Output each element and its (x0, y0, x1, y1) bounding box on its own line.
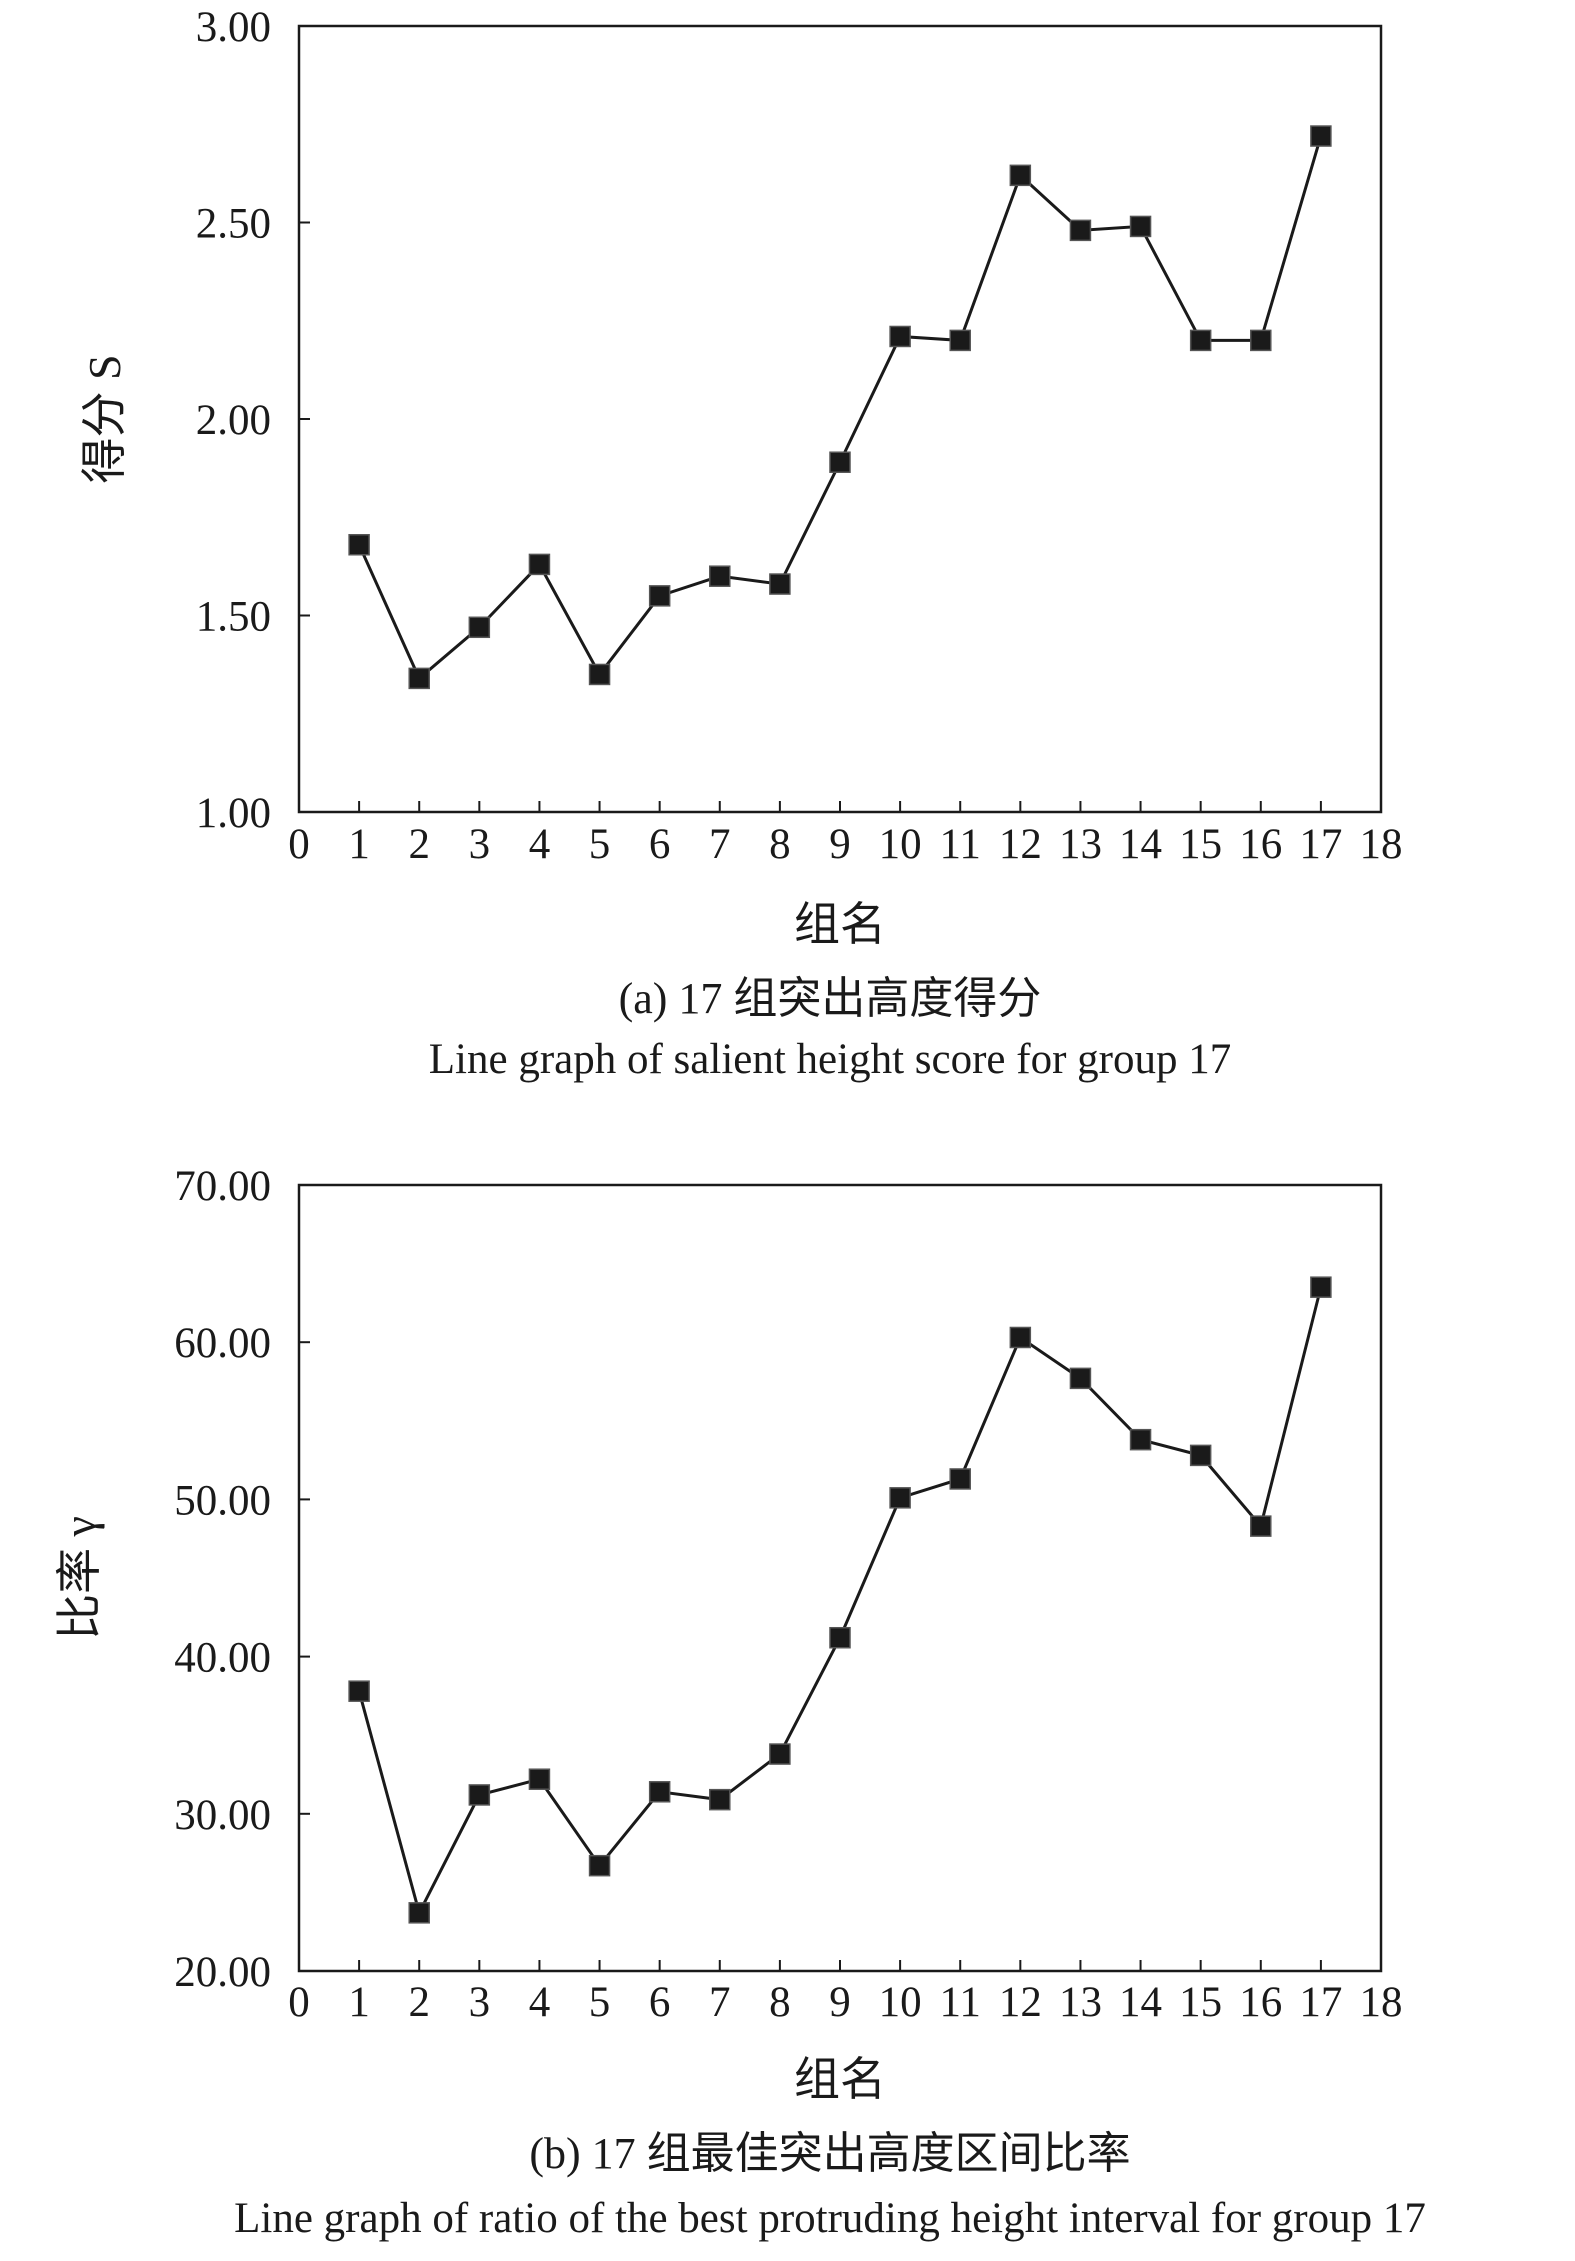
x-tick-label: 5 (589, 821, 611, 868)
y-tick-label: 20.00 (174, 1949, 271, 1996)
y-tick-label: 2.00 (196, 397, 271, 444)
x-tick-label: 2 (408, 821, 430, 868)
caption-en: Line graph of ratio of the best protrudi… (234, 2195, 1426, 2242)
data-point (648, 585, 671, 607)
y-tick-label: 2.50 (196, 201, 271, 248)
x-tick-label: 17 (1299, 1979, 1342, 2026)
data-point (949, 329, 971, 352)
x-tick-label: 0 (288, 1979, 310, 2026)
series-line (357, 1286, 1323, 1917)
data-point (348, 534, 370, 556)
x-tick-label: 4 (529, 821, 551, 868)
x-tick-label: 1 (348, 1979, 370, 2026)
data-point (1069, 1367, 1092, 1390)
x-tick-label: 6 (649, 821, 671, 868)
x-tick-label: 14 (1119, 821, 1162, 868)
x-tick-label: 6 (649, 1979, 671, 2026)
data-point (949, 1468, 971, 1490)
x-tick-label: 13 (1059, 1979, 1102, 2026)
caption-cn: (b) 17 组最佳突出高度区间比率 (529, 2129, 1130, 2178)
data-point (1009, 1326, 1032, 1349)
y-tick-label: 40.00 (174, 1635, 271, 1682)
series-line (357, 135, 1323, 681)
data-point (769, 1743, 791, 1765)
y-tick-label: 50.00 (174, 1477, 271, 1524)
data-point (468, 616, 491, 639)
x-tick-label: 7 (709, 1979, 731, 2026)
caption-en: Line graph of salient height score for g… (429, 1036, 1231, 1083)
chart-b: 0 1 2 3 4 5 6 7 8 9 10 11 12 13 14 15 16 17 1820.0030.0040… (54, 1163, 1426, 2242)
data-point (829, 1626, 851, 1649)
x-tick-label: 9 (829, 1979, 851, 2026)
data-point (829, 451, 851, 473)
x-tick-label: 8 (769, 1979, 791, 2026)
data-point (408, 667, 430, 690)
x-tick-label: 5 (589, 1979, 611, 2026)
x-tick-label: 0 (288, 821, 310, 868)
x-tick-label: 14 (1119, 1979, 1162, 2026)
y-tick-label: 30.00 (174, 1792, 271, 1839)
x-tick-label: 7 (709, 821, 731, 868)
y-axis-label: 比率 γ (54, 1516, 105, 1640)
plot-frame (297, 24, 1383, 814)
x-axis-label: 组名 (794, 899, 886, 950)
data-point (709, 565, 731, 587)
data-point (1129, 1428, 1152, 1451)
data-point (1189, 1444, 1212, 1467)
data-point (769, 573, 791, 595)
data-point (889, 325, 911, 348)
x-tick-label: 9 (829, 821, 851, 868)
x-tick-label: 11 (940, 1979, 981, 2026)
data-point (1069, 219, 1092, 242)
data-point (528, 553, 551, 576)
y-axis-label: 得分 S (79, 354, 130, 483)
data-point (348, 1680, 370, 1702)
x-tick-label: 2 (408, 1979, 430, 2026)
y-tick-label: 1.50 (196, 594, 271, 641)
x-tick-label: 8 (769, 821, 791, 868)
x-tick-label: 12 (999, 1979, 1042, 2026)
data-point (709, 1788, 731, 1811)
data-point (1250, 329, 1272, 352)
data-point (588, 1854, 611, 1877)
x-tick-label: 10 (879, 1979, 922, 2026)
y-tick-label: 60.00 (174, 1320, 271, 1367)
data-point (1129, 215, 1152, 238)
y-tick-label: 1.00 (196, 790, 271, 837)
x-tick-label: 10 (879, 821, 922, 868)
caption-cn: (a) 17 组突出高度得分 (619, 974, 1042, 1023)
data-point (1310, 1276, 1332, 1298)
x-tick-label: 15 (1179, 821, 1222, 868)
data-point (588, 663, 611, 686)
y-tick-label: 70.00 (174, 1163, 271, 1210)
data-point (528, 1768, 551, 1790)
x-tick-label: 16 (1239, 1979, 1282, 2026)
data-point (1310, 125, 1332, 147)
data-point (408, 1902, 430, 1924)
x-tick-label: 18 (1360, 1979, 1403, 2026)
data-point (1189, 329, 1212, 352)
x-tick-label: 18 (1360, 821, 1403, 868)
data-point (648, 1781, 671, 1803)
x-axis-label: 组名 (794, 2054, 886, 2105)
x-tick-label: 13 (1059, 821, 1102, 868)
x-tick-label: 3 (469, 821, 491, 868)
data-point (468, 1784, 491, 1806)
x-tick-label: 12 (999, 821, 1042, 868)
x-tick-label: 3 (469, 1979, 491, 2026)
x-tick-label: 17 (1299, 821, 1342, 868)
x-tick-label: 16 (1239, 821, 1282, 868)
data-point (1250, 1515, 1272, 1537)
data-point (1009, 164, 1032, 187)
x-tick-label: 15 (1179, 1979, 1222, 2026)
x-tick-label: 4 (529, 1979, 551, 2026)
chart-a: 0 1 2 3 4 5 6 7 8 9 10 11 12 13 14 15 16 17 181.001.502.00… (79, 4, 1403, 1083)
data-point (889, 1487, 911, 1509)
x-tick-label: 1 (348, 821, 370, 868)
y-tick-label: 3.00 (196, 4, 271, 51)
x-tick-label: 11 (940, 821, 981, 868)
plot-frame (297, 1183, 1383, 1973)
